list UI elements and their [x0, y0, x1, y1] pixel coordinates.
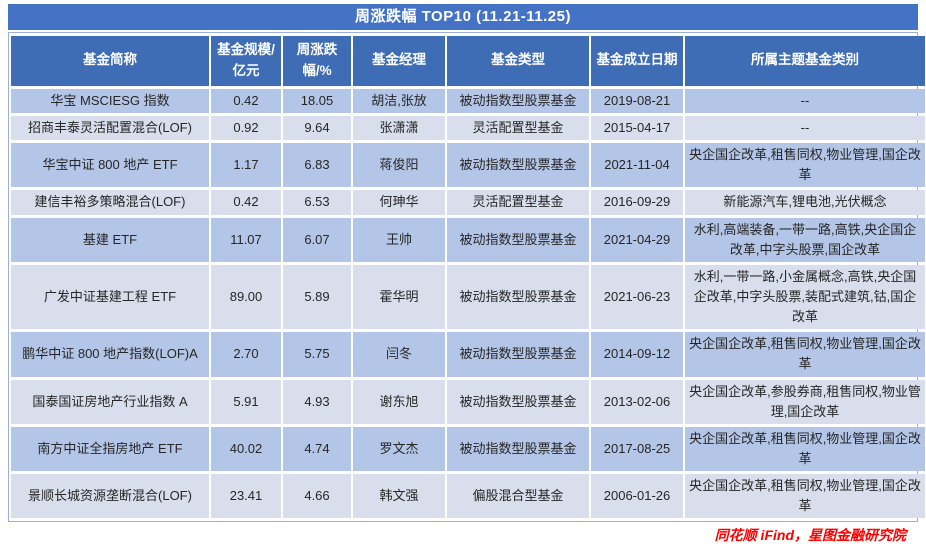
table-cell: 景顺长城资源垄断混合(LOF) — [11, 474, 209, 519]
table-cell: 5.89 — [283, 264, 351, 330]
column-header: 基金规模/亿元 — [211, 36, 281, 86]
column-header: 基金成立日期 — [591, 36, 683, 86]
table-cell: 被动指数型股票基金 — [447, 264, 589, 330]
table-cell: 南方中证全指房地产 ETF — [11, 426, 209, 472]
table-cell: 9.64 — [283, 115, 351, 141]
source-attribution: 同花顺 iFind，星图金融研究院 — [714, 527, 906, 544]
table-cell: 建信丰裕多策略混合(LOF) — [11, 190, 209, 215]
table-row: 建信丰裕多策略混合(LOF) 0.42 6.53 何珅华 灵活配置型基金 2016-09-… — [11, 190, 925, 215]
table-cell: 央企国企改革,租售同权,物业管理,国企改革 — [685, 474, 925, 519]
table-cell: 灵活配置型基金 — [447, 115, 589, 141]
fund-ranking-report: 周涨跌幅 TOP10 (11.21-11.25) 基金简称 基金规模/亿元 周涨跌幅… — [8, 4, 925, 544]
table-cell: 何珅华 — [353, 190, 445, 215]
table-cell: 国泰国证房地产行业指数 A — [11, 379, 209, 424]
table-cell: 罗文杰 — [353, 426, 445, 472]
table-cell: 5.75 — [283, 332, 351, 377]
table-cell: 被动指数型股票基金 — [447, 143, 589, 188]
table-cell: 灵活配置型基金 — [447, 190, 589, 215]
funds-table: 基金简称 基金规模/亿元 周涨跌幅/% 基金经理 基金类型 基金成立日期 所属主题基金类别 … — [9, 33, 926, 521]
table-cell: 招商丰泰灵活配置混合(LOF) — [11, 115, 209, 141]
column-header: 基金类型 — [447, 36, 589, 86]
table-row: 广发中证基建工程 ETF 89.00 5.89 霍华明 被动指数型股票基金 2021-06… — [11, 264, 925, 330]
table-cell: 89.00 — [211, 264, 281, 330]
table-cell: 2013-02-06 — [591, 379, 683, 424]
table-cell: 央企国企改革,租售同权,物业管理,国企改革 — [685, 332, 925, 377]
table-cell: 华宝 MSCIESG 指数 — [11, 88, 209, 113]
table-cell: 央企国企改革,租售同权,物业管理,国企改革 — [685, 426, 925, 472]
table-row: 鹏华中证 800 地产指数(LOF)A 2.70 5.75 闫冬 被动指数型股票基金 20… — [11, 332, 925, 377]
table-cell: 0.42 — [211, 190, 281, 215]
table-cell: 6.53 — [283, 190, 351, 215]
table-cell: 2021-06-23 — [591, 264, 683, 330]
table-cell: 0.92 — [211, 115, 281, 141]
table-cell: 4.74 — [283, 426, 351, 472]
table-cell: 2016-09-29 — [591, 190, 683, 215]
table-cell: -- — [685, 115, 925, 141]
table-row: 国泰国证房地产行业指数 A 5.91 4.93 谢东旭 被动指数型股票基金 2013-02… — [11, 379, 925, 424]
table-cell: 2015-04-17 — [591, 115, 683, 141]
table-cell: 1.17 — [211, 143, 281, 188]
table-row: 基建 ETF 11.07 6.07 王帅 被动指数型股票基金 2021-04-29 水利,高… — [11, 217, 925, 262]
column-header: 基金经理 — [353, 36, 445, 86]
funds-table-container: 基金简称 基金规模/亿元 周涨跌幅/% 基金经理 基金类型 基金成立日期 所属主题基金类别 … — [8, 32, 925, 523]
table-cell: 新能源汽车,锂电池,光伏概念 — [685, 190, 925, 215]
table-cell: 被动指数型股票基金 — [447, 426, 589, 472]
table-cell: 2019-08-21 — [591, 88, 683, 113]
table-cell: 2021-11-04 — [591, 143, 683, 188]
table-row: 南方中证全指房地产 ETF 40.02 4.74 罗文杰 被动指数型股票基金 2017-0… — [11, 426, 925, 472]
table-cell: 水利,高端装备,一带一路,高铁,央企国企改革,中字头股票,国企改革 — [685, 217, 925, 262]
table-cell: 6.83 — [283, 143, 351, 188]
table-cell: 被动指数型股票基金 — [447, 217, 589, 262]
table-cell: 被动指数型股票基金 — [447, 332, 589, 377]
table-cell: 2006-01-26 — [591, 474, 683, 519]
table-header-row: 基金简称 基金规模/亿元 周涨跌幅/% 基金经理 基金类型 基金成立日期 所属主题基金类别 — [11, 36, 925, 86]
table-cell: 水利,一带一路,小金属概念,高铁,央企国企改革,中字头股票,装配式建筑,钴,国企… — [685, 264, 925, 330]
table-cell: 40.02 — [211, 426, 281, 472]
table-row: 华宝 MSCIESG 指数 0.42 18.05 胡洁,张放 被动指数型股票基金 2019… — [11, 88, 925, 113]
table-row: 景顺长城资源垄断混合(LOF) 23.41 4.66 韩文强 偏股混合型基金 2006-0… — [11, 474, 925, 519]
column-header: 所属主题基金类别 — [685, 36, 925, 86]
table-cell: 胡洁,张放 — [353, 88, 445, 113]
table-cell: 被动指数型股票基金 — [447, 88, 589, 113]
table-cell: 王帅 — [353, 217, 445, 262]
table-cell: 央企国企改革,租售同权,物业管理,国企改革 — [685, 143, 925, 188]
table-cell: 基建 ETF — [11, 217, 209, 262]
table-cell: 4.93 — [283, 379, 351, 424]
table-cell: 2014-09-12 — [591, 332, 683, 377]
table-cell: 华宝中证 800 地产 ETF — [11, 143, 209, 188]
table-cell: 6.07 — [283, 217, 351, 262]
column-header: 周涨跌幅/% — [283, 36, 351, 86]
table-cell: 23.41 — [211, 474, 281, 519]
table-cell: 被动指数型股票基金 — [447, 379, 589, 424]
table-row: 华宝中证 800 地产 ETF 1.17 6.83 蒋俊阳 被动指数型股票基金 2021-… — [11, 143, 925, 188]
table-cell: 18.05 — [283, 88, 351, 113]
table-cell: 霍华明 — [353, 264, 445, 330]
table-cell: 蒋俊阳 — [353, 143, 445, 188]
table-cell: 鹏华中证 800 地产指数(LOF)A — [11, 332, 209, 377]
table-cell: 2.70 — [211, 332, 281, 377]
table-cell: 偏股混合型基金 — [447, 474, 589, 519]
table-cell: 5.91 — [211, 379, 281, 424]
table-cell: 11.07 — [211, 217, 281, 262]
table-cell: 0.42 — [211, 88, 281, 113]
table-cell: 张潇潇 — [353, 115, 445, 141]
table-cell: 4.66 — [283, 474, 351, 519]
table-cell: 央企国企改革,参股券商,租售同权,物业管理,国企改革 — [685, 379, 925, 424]
column-header: 基金简称 — [11, 36, 209, 86]
table-cell: 2017-08-25 — [591, 426, 683, 472]
table-cell: 广发中证基建工程 ETF — [11, 264, 209, 330]
table-title: 周涨跌幅 TOP10 (11.21-11.25) — [8, 4, 918, 30]
table-cell: -- — [685, 88, 925, 113]
table-cell: 谢东旭 — [353, 379, 445, 424]
table-cell: 闫冬 — [353, 332, 445, 377]
table-cell: 2021-04-29 — [591, 217, 683, 262]
table-row: 招商丰泰灵活配置混合(LOF) 0.92 9.64 张潇潇 灵活配置型基金 2015-04… — [11, 115, 925, 141]
table-cell: 韩文强 — [353, 474, 445, 519]
